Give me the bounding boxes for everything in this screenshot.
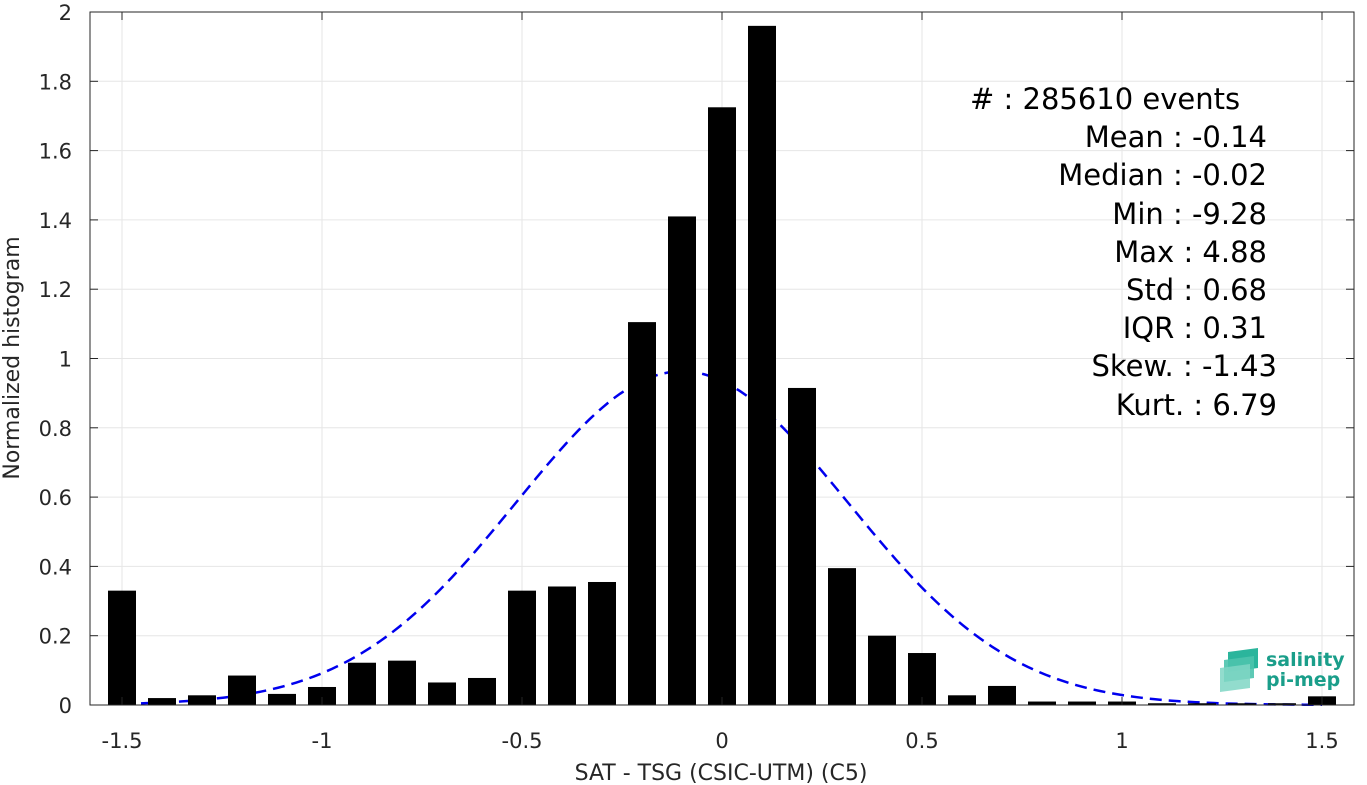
histogram-bar (868, 635, 896, 705)
x-tick-label: -0.5 (502, 729, 543, 753)
stat-std: Std : 0.68 (1126, 273, 1267, 307)
histogram-bar (228, 675, 256, 705)
stat-events: # : 285610 events (970, 82, 1240, 116)
x-axis-ticks: -1.5 -1 -0.5 0 0.5 1 1.5 (102, 12, 1339, 753)
y-tick-label: 0.6 (39, 486, 72, 510)
x-axis-label: SAT - TSG (CSIC-UTM) (C5) (575, 761, 868, 785)
histogram-bar (748, 25, 776, 706)
histogram-bar (628, 322, 656, 705)
histogram-bar (1028, 701, 1056, 705)
histogram-bar (708, 107, 736, 706)
x-tick-label: 0 (715, 729, 728, 753)
stat-min: Min : -9.28 (1112, 197, 1267, 231)
histogram-bar (788, 387, 816, 705)
histogram-bar (948, 695, 976, 705)
histogram-bar (148, 698, 176, 705)
histogram-bar (588, 581, 616, 705)
statistics-annotation: # : 285610 events Mean : -0.14 Median : … (970, 82, 1277, 422)
logo-line-salinity: salinity (1266, 649, 1345, 671)
logo-waves-icon (1220, 648, 1258, 692)
y-tick-label: 1.4 (39, 209, 72, 233)
stat-skew: Skew. : -1.43 (1091, 349, 1277, 383)
histogram-bar (268, 693, 296, 705)
histogram-bar (428, 682, 456, 705)
stat-max: Max : 4.88 (1114, 235, 1267, 269)
salinity-pimep-logo: salinity pi-mep (1220, 648, 1345, 692)
y-axis-label: Normalized histogram (0, 236, 25, 479)
stat-mean: Mean : -0.14 (1085, 120, 1267, 154)
logo-line-pimep: pi-mep (1266, 669, 1340, 691)
y-tick-label: 0.8 (39, 417, 72, 441)
histogram-bar (308, 686, 336, 705)
histogram-bar (348, 662, 376, 705)
histogram-bar (1268, 703, 1296, 705)
y-tick-label: 0.4 (39, 555, 72, 579)
histogram-bar (828, 568, 856, 705)
histogram-bar (188, 695, 216, 705)
histogram-bar (508, 590, 536, 705)
x-tick-label: 0.5 (905, 729, 938, 753)
y-axis-ticks: 0 0.2 0.4 0.6 0.8 1 1.2 1.4 1.6 1.8 2 (39, 1, 1354, 718)
histogram-bars (108, 25, 1336, 706)
histogram-bar (108, 590, 136, 705)
histogram-bar (548, 586, 576, 705)
x-tick-label: 1 (1115, 729, 1128, 753)
histogram-bar (1068, 701, 1096, 705)
histogram-bar (668, 216, 696, 705)
histogram-bar (1148, 703, 1176, 705)
stat-kurt: Kurt. : 6.79 (1116, 388, 1277, 422)
histogram-bar (988, 685, 1016, 705)
stat-iqr: IQR : 0.31 (1123, 311, 1267, 345)
y-tick-label: 1 (59, 348, 72, 372)
y-tick-label: 1.8 (39, 70, 72, 94)
x-tick-label: -1.5 (102, 729, 143, 753)
y-tick-label: 1.6 (39, 140, 72, 164)
stat-median: Median : -0.02 (1058, 158, 1267, 192)
x-tick-label: -1 (312, 729, 333, 753)
histogram-bar (1188, 703, 1216, 705)
histogram-bar (1228, 703, 1256, 705)
y-tick-label: 2 (59, 1, 72, 25)
histogram-bar (908, 653, 936, 705)
y-tick-label: 0.2 (39, 625, 72, 649)
y-tick-label: 1.2 (39, 278, 72, 302)
x-tick-label: 1.5 (1305, 729, 1338, 753)
y-tick-label: 0 (59, 694, 72, 718)
histogram-bar (388, 660, 416, 705)
histogram-bar (468, 677, 496, 705)
